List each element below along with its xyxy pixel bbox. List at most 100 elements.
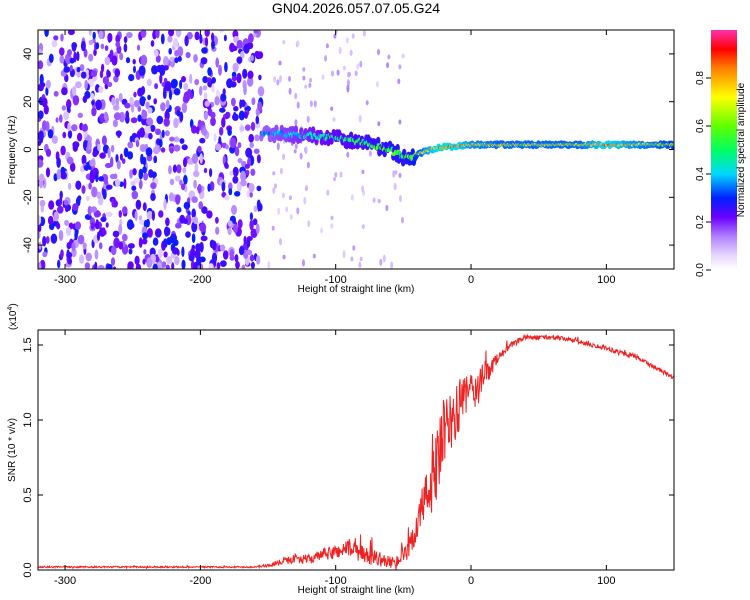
colorbar-ticks: 0.0 0.2 0.4 0.6 0.8 (695, 71, 711, 277)
snr-y-axis-label: SNR (10 * v/v) (7, 418, 18, 482)
spectrogram-noise-mark (174, 175, 181, 182)
spectrogram-noise-mark (156, 262, 163, 269)
spectrogram-scatter-mark (387, 54, 391, 60)
spectrogram-noise-mark (242, 68, 248, 79)
spectrogram-noise-mark (140, 54, 148, 66)
spectrogram-noise-mark (131, 190, 139, 200)
colorbar-tick-label: 0.6 (695, 119, 706, 133)
spectrogram-scatter-mark (398, 172, 402, 178)
spectrogram-noise-mark (123, 43, 128, 53)
spectrogram-noise-mark (215, 57, 219, 68)
spectrogram-noise-mark (231, 204, 237, 215)
spectrogram-noise-mark (206, 210, 213, 219)
spectrogram-scatter-mark (325, 43, 329, 49)
spectrogram-noise-mark (211, 40, 215, 50)
spectrogram-noise-mark (247, 70, 254, 80)
spectrogram-noise-mark (112, 119, 118, 128)
spectrogram-noise-mark (118, 223, 123, 235)
spectrogram-scatter-mark (333, 177, 336, 182)
spectrogram-noise-mark (95, 99, 102, 111)
spectrogram-noise-mark (69, 64, 73, 72)
spectrogram-noise-mark (230, 137, 237, 149)
spectrogram-noise-mark (118, 210, 123, 218)
spectrogram-scatter-mark (342, 250, 346, 259)
spectrogram-noise-mark (134, 210, 138, 221)
spectrogram-scatter-mark (279, 167, 283, 175)
spectrogram-noise-mark (224, 61, 228, 73)
spectrogram-scatter-mark (385, 204, 389, 212)
spectrogram-noise-mark (121, 158, 126, 165)
spectrogram-noise-mark (84, 262, 91, 269)
spectrogram-noise-mark (141, 117, 148, 126)
spectrogram-noise-mark (222, 250, 229, 260)
spectrogram-noise-mark (102, 76, 110, 85)
spectrogram-scatter-mark (282, 254, 286, 260)
spectrogram-noise-mark (118, 241, 124, 250)
spectrogram-noise-mark (250, 121, 256, 131)
spectrogram-noise-mark (110, 144, 115, 153)
spectrogram-noise-mark (137, 44, 140, 51)
spectrogram-noise-mark (159, 73, 163, 84)
spectrogram-scatter-mark (278, 60, 282, 66)
spectrogram-ridge-halo (314, 137, 319, 146)
spectrogram-noise-mark (138, 215, 143, 221)
spectrogram-noise-mark (153, 98, 157, 105)
spectrogram-scatter-mark (313, 100, 317, 108)
spectrogram-noise-mark (112, 104, 120, 111)
spectrogram-noise-mark (91, 100, 95, 106)
spectrogram-noise-mark (170, 233, 177, 243)
spectrogram-noise-mark (64, 219, 69, 226)
spectrogram-noise-mark (256, 185, 262, 192)
spectrogram-scatter-mark (303, 196, 307, 205)
spectrogram-y-tick-label: 40 (22, 48, 34, 60)
spectrogram-noise-mark (138, 179, 143, 190)
spectrogram-noise-mark (221, 117, 226, 128)
spectrogram-scatter-mark (334, 172, 338, 178)
spectrogram-noise-mark (232, 113, 239, 121)
spectrogram-noise-mark (250, 228, 258, 238)
spectrogram-noise-mark (112, 266, 117, 269)
spectrogram-noise-mark (221, 181, 226, 192)
spectrogram-noise-mark (79, 254, 85, 264)
spectrogram-noise-mark (90, 222, 95, 230)
spectrogram-noise-mark (210, 111, 216, 119)
spectrogram-noise-mark (143, 249, 147, 255)
spectrogram-noise-mark (210, 117, 216, 127)
spectrogram-noise-mark (115, 34, 121, 44)
spectrogram-noise-mark (129, 169, 133, 179)
snr-x-ticks: -300 -200 -100 0 100 (54, 330, 616, 587)
spectrogram-noise-mark (177, 56, 182, 62)
spectrogram-noise-mark (39, 199, 46, 207)
spectrogram-scatter-mark (299, 152, 303, 160)
spectrogram-noise-mark (122, 206, 128, 215)
spectrogram-noise-mark (168, 48, 172, 55)
spectrogram-noise-mark (152, 263, 158, 269)
spectrogram-noise-mark (169, 56, 176, 62)
spectrogram-scatter-mark (372, 197, 376, 203)
spectrogram-noise-mark (209, 168, 213, 178)
spectrogram-noise-mark (102, 144, 110, 154)
spectrogram-scatter-mark (345, 37, 349, 44)
spectrogram-noise-mark (232, 62, 239, 72)
spectrogram-noise-mark (53, 90, 59, 97)
spectrogram-noise-mark (251, 97, 256, 106)
snr-y-tick-label: 1.5 (22, 337, 34, 352)
spectrogram-y-tick-label: -40 (22, 237, 34, 253)
spectrogram-noise-mark (229, 170, 234, 176)
spectrogram-noise-mark (145, 218, 150, 228)
spectrogram-heat-layer (38, 30, 674, 269)
spectrogram-noise-mark (106, 211, 113, 217)
spectrogram-noise-mark (257, 86, 265, 97)
spectrogram-noise-mark (188, 253, 195, 262)
spectrogram-noise-mark (77, 112, 84, 119)
spectrogram-noise-mark (75, 180, 82, 190)
snr-scale-factor: (x104) (7, 303, 19, 330)
spectrogram-noise-mark (60, 33, 64, 42)
spectrogram-noise-mark (133, 99, 140, 108)
spectrogram-noise-mark (90, 92, 95, 100)
spectrogram-noise-mark (119, 52, 124, 61)
spectrogram-scatter-mark (324, 55, 328, 62)
spectrogram-noise-mark (240, 51, 245, 59)
spectrogram-noise-mark (201, 206, 208, 214)
spectrogram-noise-mark (245, 147, 253, 158)
